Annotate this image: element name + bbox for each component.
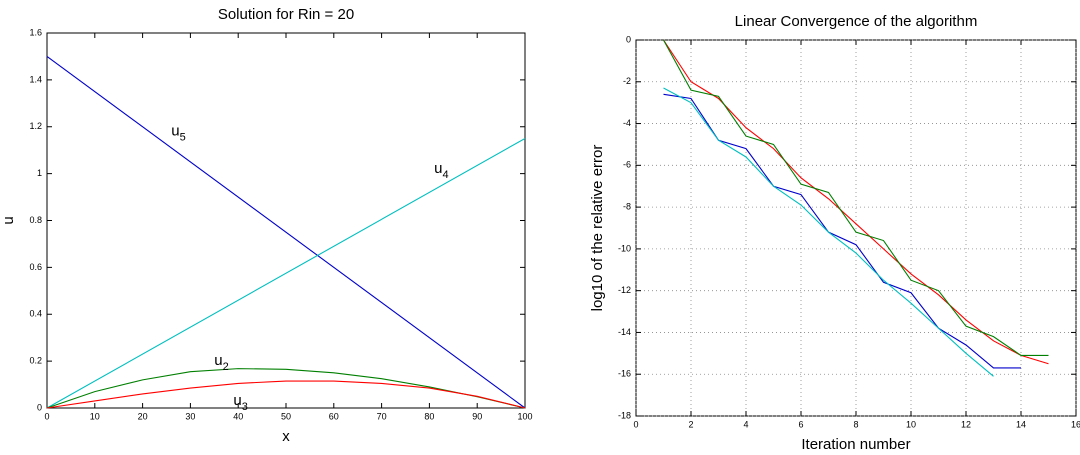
y-tick-label: -2 bbox=[623, 76, 631, 86]
x-tick-label: 0 bbox=[633, 419, 638, 429]
y-tick-label: 0.4 bbox=[29, 309, 42, 319]
series-line bbox=[663, 93, 1021, 369]
annotation-sub: 5 bbox=[180, 131, 186, 143]
annotation-sub: 4 bbox=[443, 169, 449, 181]
x-tick-label: 12 bbox=[961, 419, 971, 429]
x-tick-label: 10 bbox=[90, 411, 100, 421]
x-tick-label: 8 bbox=[853, 419, 858, 429]
series-line bbox=[46, 137, 526, 409]
x-tick-label: 0 bbox=[44, 411, 49, 421]
series-line bbox=[46, 368, 526, 409]
x-tick-label: 40 bbox=[233, 411, 243, 421]
annotation: u2 bbox=[214, 352, 228, 373]
x-tick-label: 4 bbox=[743, 419, 748, 429]
y-tick-label: 1.2 bbox=[29, 121, 42, 131]
y-tick-label: -6 bbox=[623, 160, 631, 170]
annotation-sub: 3 bbox=[242, 401, 248, 413]
series-line bbox=[663, 39, 1049, 365]
plot-area bbox=[46, 32, 526, 409]
y-axis-label: log10 of the relative error bbox=[589, 145, 606, 312]
x-tick-label: 60 bbox=[329, 411, 339, 421]
annotation-sub: 2 bbox=[223, 361, 229, 373]
annotation-text: u bbox=[171, 122, 179, 139]
annotation-text: u bbox=[214, 352, 222, 369]
x-tick-label: 10 bbox=[906, 419, 916, 429]
y-tick-label: -18 bbox=[618, 410, 631, 420]
y-axis-label: u bbox=[0, 216, 17, 224]
y-tick-label: -14 bbox=[618, 327, 631, 337]
x-tick-label: 6 bbox=[798, 419, 803, 429]
y-tick-label: 0.8 bbox=[29, 215, 42, 225]
x-tick-label: 100 bbox=[517, 411, 532, 421]
annotation-text: u bbox=[434, 160, 442, 177]
x-tick-label: 80 bbox=[424, 411, 434, 421]
y-tick-label: 1.4 bbox=[29, 74, 42, 84]
y-tick-label: -10 bbox=[618, 243, 631, 253]
y-tick-label: -16 bbox=[618, 369, 631, 379]
y-tick-label: 1 bbox=[37, 168, 42, 178]
x-tick-label: 90 bbox=[472, 411, 482, 421]
y-tick-label: 0.2 bbox=[29, 356, 42, 366]
chart-title: Solution for Rin = 20 bbox=[218, 6, 354, 23]
series-line bbox=[46, 380, 526, 409]
x-tick-label: 50 bbox=[281, 411, 291, 421]
series-line bbox=[663, 39, 1049, 356]
x-tick-label: 16 bbox=[1071, 419, 1080, 429]
y-tick-label: 0.6 bbox=[29, 262, 42, 272]
y-tick-label: -8 bbox=[623, 201, 631, 211]
x-tick-label: 70 bbox=[377, 411, 387, 421]
annotation: u4 bbox=[434, 160, 448, 181]
chart-title: Linear Convergence of the algorithm bbox=[735, 13, 978, 30]
y-tick-label: -12 bbox=[618, 285, 631, 295]
series-line bbox=[663, 87, 994, 377]
annotation: u5 bbox=[171, 122, 185, 143]
series-line bbox=[46, 55, 526, 409]
x-tick-label: 20 bbox=[138, 411, 148, 421]
y-tick-label: 0 bbox=[626, 34, 631, 44]
x-tick-label: 30 bbox=[185, 411, 195, 421]
y-tick-label: 1.6 bbox=[29, 27, 42, 37]
y-tick-label: 0 bbox=[37, 402, 42, 412]
annotation-text: u bbox=[233, 392, 241, 409]
x-tick-label: 2 bbox=[688, 419, 693, 429]
y-tick-label: -4 bbox=[623, 118, 631, 128]
x-axis-label: Iteration number bbox=[801, 436, 910, 453]
x-axis-label: x bbox=[282, 428, 290, 445]
annotation: u3 bbox=[233, 392, 247, 413]
x-tick-label: 14 bbox=[1016, 419, 1026, 429]
